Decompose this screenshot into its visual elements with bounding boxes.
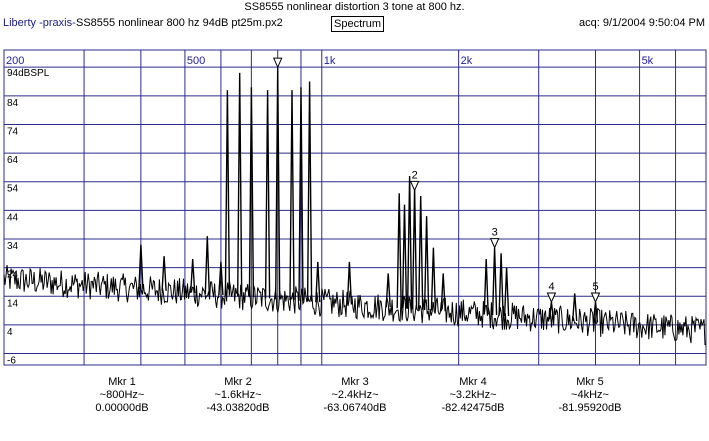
spectrum-peak (237, 72, 243, 297)
marker-triangle[interactable] (272, 57, 283, 69)
file-name: SS8555 nonlinear 800 hz 94dB pt25m.px2 (76, 17, 283, 29)
spectrum-peak (385, 273, 391, 308)
marker-name: Mkr 4 (459, 376, 487, 388)
spectrum-peak (315, 261, 321, 303)
marker-level: -82.42475dB (441, 402, 505, 414)
y-unit-label: 94dBSPL (7, 68, 50, 79)
marker-level: -63.06740dB (323, 402, 387, 414)
spectrum-trace (3, 265, 707, 346)
marker-freq: ~4kHz~ (571, 389, 609, 401)
marker-label: 3 (492, 227, 498, 239)
marker-name: Mkr 1 (108, 376, 136, 388)
y-tick-label: 44 (7, 212, 19, 223)
marker-level: -43.03820dB (206, 402, 270, 414)
spectrum-peak (224, 90, 231, 296)
spectrum-peak (204, 236, 210, 295)
spectrum-peak (498, 253, 504, 316)
marker-label: 4 (548, 281, 554, 293)
marker-name: Mkr 2 (224, 376, 252, 388)
x-tick-labels: 200 500 1k 2k 5k (6, 55, 654, 67)
marker-triangle[interactable] (546, 292, 557, 304)
spectrum-peak (248, 87, 255, 298)
x-tick-label: 1k (324, 55, 336, 67)
spectrum-button[interactable]: Spectrum (331, 16, 385, 32)
marker-label: 5 (593, 281, 599, 293)
x-tick-label: 200 (6, 55, 24, 67)
spectrum-peak (346, 261, 353, 305)
spectrum-peak (218, 261, 224, 296)
x-tick-label: 5k (642, 55, 654, 67)
marker-freq: ~2.4kHz~ (331, 389, 379, 401)
marker-freq: ~1.6kHz~ (214, 389, 262, 401)
y-tick-label: 84 (7, 98, 19, 109)
chart-title: SS8555 nonlinear distortion 3 tone at 80… (244, 1, 465, 13)
peaks (138, 67, 599, 323)
spectrum-peak (483, 258, 489, 315)
y-tick-label: 14 (7, 298, 19, 309)
spectrum-peak (401, 204, 408, 309)
spectrum-peak (503, 267, 510, 317)
spectrum-peak (418, 195, 424, 310)
spectrum-peak (572, 293, 578, 322)
marker-readout-3: Mkr 3 ~2.4kHz~ -63.06740dB (295, 376, 415, 415)
marker-label: 2 (412, 169, 418, 181)
marker-level: 0.00000dB (95, 402, 149, 414)
marker-readout-4: Mkr 4 ~3.2kHz~ -82.42475dB (413, 376, 533, 415)
spectrum-peak (138, 244, 144, 290)
app-name: Liberty -praxis- (3, 17, 76, 29)
y-tick-label: 4 (7, 327, 13, 338)
spectrum-peak (298, 87, 304, 301)
marker-name: Mkr 5 (576, 376, 604, 388)
marker-freq: ~3.2kHz~ (449, 389, 497, 401)
grid-lines (4, 50, 706, 365)
markers: 2 3 4 5 (272, 57, 601, 304)
y-tick-label: 34 (7, 241, 19, 252)
y-tick-label: 74 (7, 126, 19, 137)
marker-triangle[interactable] (409, 180, 420, 192)
y-tick-label: -6 (7, 356, 16, 367)
marker-freq: ~800Hz~ (99, 389, 145, 401)
y-tick-label: 54 (7, 184, 19, 195)
spectrum-peak (430, 247, 437, 311)
marker-triangle[interactable] (489, 238, 500, 249)
y-tick-labels: 84 74 64 54 44 34 24 14 4 -6 (7, 98, 19, 367)
y-tick-label: 64 (7, 155, 19, 166)
marker-readout-2: Mkr 2 ~1.6kHz~ -43.03820dB (178, 376, 298, 415)
spectrum-peak (440, 273, 446, 312)
marker-level: -81.95920dB (558, 402, 622, 414)
marker-triangle[interactable] (590, 292, 601, 304)
spectrum-peak (264, 90, 271, 299)
x-tick-label: 500 (187, 55, 205, 67)
acquisition-time: acq: 9/1/2004 9:50:04 PM (579, 17, 705, 29)
plot-area (3, 49, 707, 366)
spectrum-peak (306, 81, 313, 302)
spectrum-peak (396, 193, 402, 309)
marker-name: Mkr 3 (341, 376, 369, 388)
spectrum-peak (406, 175, 413, 309)
spectrum-peak (423, 216, 430, 311)
marker-readout-5: Mkr 5 ~4kHz~ -81.95920dB (530, 376, 650, 415)
spectrum-peak (289, 90, 295, 301)
y-tick-label: 24 (7, 270, 19, 281)
x-tick-label: 2k (461, 55, 473, 67)
marker-readout-1: Mkr 1 ~800Hz~ 0.00000dB (62, 376, 182, 415)
spectrum-peak (161, 256, 167, 291)
spectrum-peak (190, 258, 196, 293)
